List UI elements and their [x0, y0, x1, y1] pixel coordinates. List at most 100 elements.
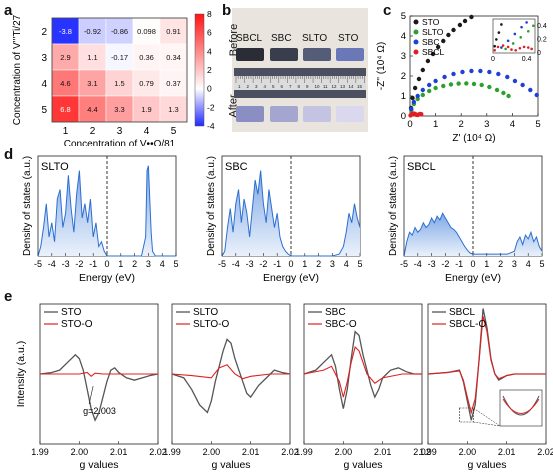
- epr-legend-label-1-0: SLTO: [193, 307, 218, 318]
- epr-legend-label-2-0: SBC: [325, 307, 346, 318]
- ruler-number-11: 12: [332, 84, 338, 89]
- heatmap-cell-3-2: [105, 95, 134, 123]
- epr-annotation-g: g=2.003: [83, 406, 116, 416]
- nyquist-ytick-4: 4: [401, 31, 406, 42]
- sample-label-sbcl: SBCL: [236, 33, 263, 44]
- pellet-after-slto: [303, 106, 331, 122]
- ruler-number-1: 2: [247, 84, 250, 89]
- epr-xlabel-3: g values: [467, 459, 506, 471]
- nyquist-point-STO-6: [430, 51, 436, 57]
- nyquist-point-SBC-17: [534, 92, 539, 98]
- dos-xtick-SBCL-5: 0: [470, 259, 475, 269]
- epr-legend-label-2-1: SBC-O: [325, 319, 357, 330]
- nyquist-point-SBC-3: [420, 87, 425, 93]
- heatmap-colorbar: [194, 13, 205, 127]
- heatmap-value-3-0: 6.8: [60, 105, 70, 114]
- nyquist-point-SBC-2: [415, 93, 420, 99]
- dos-xtick-SLTO-10: 5: [173, 259, 178, 269]
- colorbar-tick-6: -4: [207, 121, 215, 131]
- nyquist-xtick-2: 2: [459, 119, 464, 130]
- nyquist-point-SLTO-5: [433, 85, 438, 91]
- epr-line-3-red: [427, 316, 546, 415]
- nyquist-xtick-0: 0: [407, 119, 412, 130]
- nyquist-ytick-3: 3: [401, 51, 406, 62]
- nyquist-legend-label-SBC: SBC: [422, 37, 439, 47]
- epr-legend-label-0-0: STO: [61, 307, 82, 318]
- nyquist-inset-point-1-2: [513, 32, 517, 36]
- dos-xtick-SBCL-3: -2: [441, 259, 449, 269]
- nyquist-point-SLTO-9: [464, 81, 469, 86]
- nyquist-point-STO-11: [457, 22, 463, 28]
- epr-xlabel-0: g values: [79, 459, 118, 471]
- nyquist-point-SBC-8: [460, 69, 465, 75]
- epr-xtick-0-3: 2.02: [149, 447, 167, 457]
- dos-xtick-SBCL-10: 5: [539, 259, 544, 269]
- colorbar-tick-0: 8: [207, 9, 212, 19]
- nyquist-legend-label-STO: STO: [422, 17, 440, 27]
- heatmap-value-2-1: 3.1: [87, 79, 97, 88]
- dos-xtick-SLTO-3: -2: [75, 259, 83, 269]
- dos-xtick-SBCL-4: -1: [455, 259, 463, 269]
- nyquist-inset-point-3-8: [526, 46, 530, 49]
- dos-xtick-SLTO-9: 4: [160, 259, 165, 269]
- dos-xtick-SLTO-8: 3: [146, 259, 151, 269]
- dos-xlabel-SBCL: Energy (eV): [445, 272, 501, 284]
- heatmap-value-1-4: 0.34: [166, 53, 181, 62]
- nyquist-point-SBC-13: [505, 74, 510, 80]
- nyquist-point-STO-7: [435, 44, 441, 50]
- dos-xtick-SBC-8: 3: [330, 259, 335, 269]
- ruler-number-6: 7: [289, 84, 292, 89]
- nyquist-point-SLTO-12: [487, 84, 492, 90]
- dos-xtick-SBC-10: 5: [357, 259, 362, 269]
- dos-line-SBC: [221, 170, 361, 257]
- epr-xtick-3-1: 2.00: [459, 447, 477, 457]
- dos-title-SLTO: SLTO: [41, 161, 69, 173]
- heatmap-chart: -3.8 -0.92 -0.86 0.098 0.91 2.9 1.1 -0.17 0.36 0.…: [12, 9, 215, 146]
- nyquist-ytick-5: 5: [401, 11, 406, 22]
- dos-xtick-SBC-5: 0: [288, 259, 293, 269]
- nyquist-point-SBC-6: [442, 74, 447, 80]
- pellet-before-slto: [303, 48, 331, 61]
- nyquist-point-SBC-11: [487, 69, 492, 75]
- panel-label-d: d: [4, 146, 14, 163]
- heatmap-cell-3-0: [51, 95, 80, 123]
- epr-line-0-gray: [39, 353, 159, 422]
- nyquist-point-SBC-5: [433, 78, 438, 84]
- nyquist-point-STO-9: [446, 32, 451, 38]
- heatmap-cell-1-3: [132, 43, 161, 71]
- heatmap-cell-0-3: [132, 17, 161, 45]
- epr-xtick-2-3: 2.02: [413, 447, 431, 457]
- nyquist-point-SBC-15: [520, 82, 525, 88]
- dos-ylabel-SBC: Density of states (a.u.): [206, 156, 217, 256]
- heatmap-xtick-4: 5: [171, 126, 177, 137]
- panel-label-e: e: [4, 288, 13, 305]
- dos-xtick-SBC-9: 4: [344, 259, 349, 269]
- nyquist-legend-marker-SLTO: [413, 29, 419, 35]
- dos-ylabel-SBCL: Density of states (a.u.): [388, 156, 399, 256]
- heatmap-cell-3-4: [159, 95, 188, 123]
- dos-xtick-SBC-0: -5: [218, 259, 226, 269]
- dos-area-SBCL: [404, 213, 542, 256]
- epr-line-1-gray: [171, 338, 291, 414]
- epr-xtick-1-0: 1.99: [163, 447, 181, 457]
- dos-xtick-SLTO-5: 0: [104, 259, 109, 269]
- nyquist-point-SLTO-15: [506, 93, 511, 99]
- heatmap-cell-2-0: [51, 69, 80, 97]
- ruler-number-2: 3: [255, 84, 258, 89]
- nyquist-inset-point-1-3: [520, 25, 523, 29]
- epr-line-0-red: [40, 371, 158, 378]
- nyquist-point-STO-8: [441, 38, 446, 44]
- nyquist-legend-marker-STO: [413, 19, 419, 25]
- heatmap-value-0-2: -0.86: [111, 27, 128, 36]
- sample-label-sto: STO: [338, 33, 359, 44]
- nyquist-point-SLTO-11: [479, 82, 484, 88]
- nyquist-inset-point-2-4: [532, 24, 535, 28]
- nyquist-inset-point-1-4: [525, 21, 528, 24]
- nyquist-legend-label-SBCL: SBCL: [422, 47, 444, 57]
- nyquist-point-SLTO-13: [494, 87, 500, 93]
- heatmap-ylabel: Concentration of V'''Ti/27: [12, 14, 23, 125]
- nyquist-legend-marker-SBC: [413, 39, 419, 45]
- nyquist-point-STO-12: [462, 18, 468, 24]
